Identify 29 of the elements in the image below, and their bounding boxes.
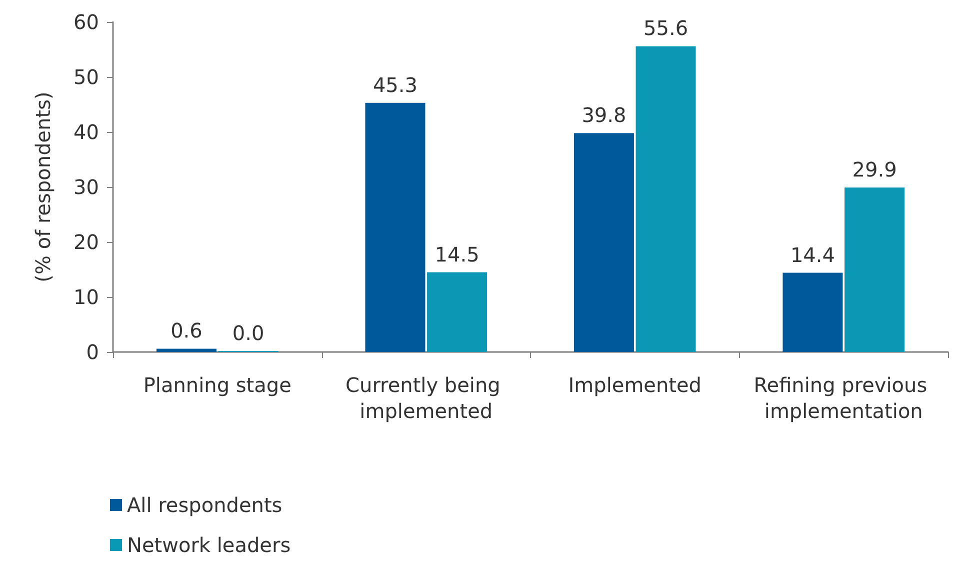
data-label: 45.3 — [372, 72, 418, 97]
y-tick-label: 30 — [74, 175, 99, 199]
x-tick-label: Planning stage — [143, 373, 292, 397]
y-tick-label: 0 — [86, 340, 99, 364]
bar — [844, 188, 905, 352]
legend-label: Network leaders — [127, 533, 291, 557]
y-tick-label: 40 — [74, 120, 99, 144]
legend-label: All respondents — [127, 493, 282, 517]
data-label: 14.5 — [434, 242, 480, 266]
bar — [365, 102, 426, 352]
x-tick-label: Refining previous implementation — [754, 373, 934, 423]
data-label: 0.6 — [170, 318, 202, 343]
x-tick-label: Implemented — [568, 373, 702, 397]
y-tick-label: 50 — [74, 65, 99, 89]
y-tick-label: 20 — [74, 230, 99, 254]
y-tick-label: 10 — [74, 285, 99, 309]
bar — [636, 46, 696, 352]
x-tick-label: Currently being implemented — [346, 373, 507, 423]
y-tick-label: 60 — [74, 10, 99, 34]
bar — [156, 348, 216, 352]
bar — [427, 272, 488, 352]
data-label: 14.4 — [790, 242, 835, 267]
bar — [574, 133, 634, 352]
bar — [782, 272, 843, 352]
data-label: 29.9 — [852, 158, 897, 182]
data-label: 39.8 — [582, 103, 626, 128]
data-label: 0.0 — [232, 321, 264, 345]
data-label: 55.6 — [644, 16, 688, 40]
y-axis-title: (% of respondents) — [31, 92, 55, 282]
